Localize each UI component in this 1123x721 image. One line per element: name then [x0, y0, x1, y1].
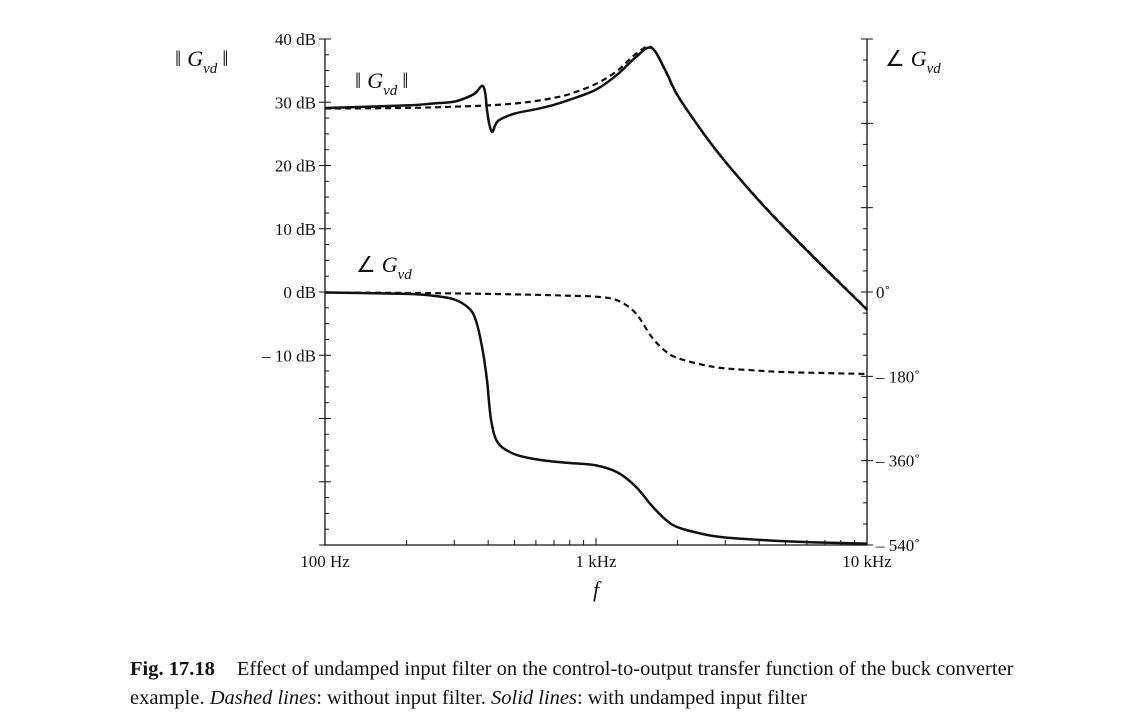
left-tick-label: 40 dB	[275, 30, 316, 49]
figure-label: Fig. 17.18	[130, 658, 215, 680]
caption-line-1: Fig. 17.18 Effect of undamped input filte…	[130, 655, 1120, 684]
curves	[324, 45, 868, 545]
caption-text: example.	[130, 687, 210, 709]
solid-phase-curve	[324, 291, 868, 545]
caption-text: : without input filter.	[316, 687, 491, 709]
right-tick-label: – 540˚	[875, 536, 920, 555]
axes: 40 dB 30 dB 20 dB 10 dB 0 dB – 10 dB 0˚ – 180˚ –…	[261, 30, 920, 571]
caption-text: Effect of undamped input filter on the c…	[236, 658, 1014, 680]
x-tick-label: 1 kHz	[575, 552, 617, 571]
x-tick-label: 100 Hz	[300, 552, 350, 571]
magnitude-curve-label: ‖ Gvd ‖	[355, 68, 408, 99]
left-tick-label: 30 dB	[275, 93, 316, 112]
left-tick-label: 20 dB	[275, 157, 316, 176]
x-tick-label: 10 kHz	[842, 552, 892, 571]
left-axis-title: ‖ Gvd ‖	[175, 46, 228, 77]
right-axis-title: ∠ Gvd	[885, 46, 941, 77]
left-tick-label: – 10 dB	[261, 346, 316, 365]
figure-caption: Fig. 17.18 Effect of undamped input filte…	[130, 655, 1120, 713]
left-tick-label: 0 dB	[283, 283, 316, 302]
right-tick-label: 0˚	[876, 283, 890, 302]
solid-lines-term: Solid lines	[491, 687, 577, 709]
x-axis-label: f	[593, 577, 602, 602]
dashed-lines-term: Dashed lines	[209, 687, 317, 709]
left-tick-label: 10 dB	[275, 220, 316, 239]
dashed-phase-curve	[324, 291, 868, 376]
phase-curve-label: ∠ Gvd	[356, 252, 412, 283]
bode-plot: 40 dB 30 dB 20 dB 10 dB 0 dB – 10 dB 0˚ – 180˚ –…	[175, 30, 941, 602]
caption-text: : with undamped input filter	[576, 687, 807, 709]
right-tick-label: – 360˚	[875, 452, 920, 471]
solid-magnitude-curve	[324, 46, 868, 311]
caption-line-2: example. Dashed lines: without input fil…	[130, 684, 1120, 713]
right-tick-label: – 180˚	[875, 367, 920, 386]
